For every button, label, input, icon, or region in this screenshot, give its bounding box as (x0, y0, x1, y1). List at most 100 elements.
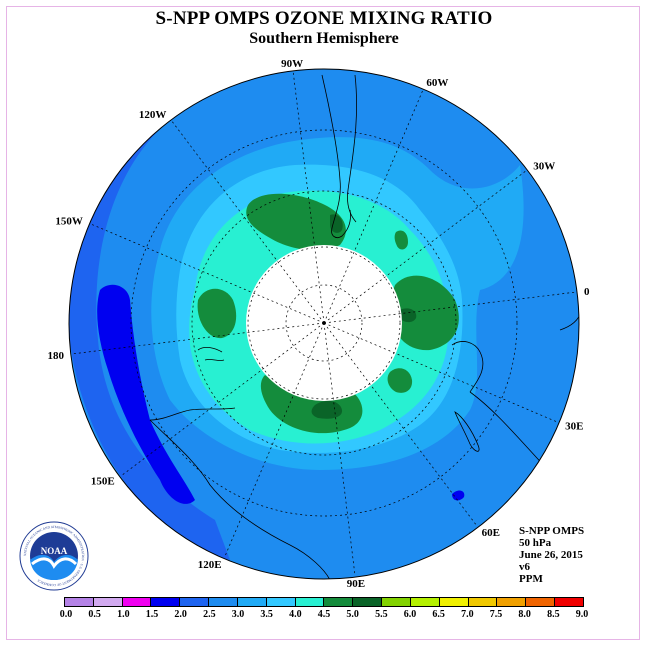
colorbar-tick-label: 9.0 (575, 609, 589, 620)
colorbar-swatch (93, 598, 123, 606)
ozone-contour-4.5b (197, 288, 237, 339)
colorbar-swatch (122, 598, 152, 606)
meridian-line (323, 322, 356, 576)
colorbar-tick-label: 2.5 (203, 609, 216, 620)
coast-south-america-b (347, 74, 357, 223)
meridian-labels: 0 30E 60E 90E 120E 150E 180 150W 120W 90W 60W 30W (47, 58, 590, 590)
colorbar-swatch (266, 598, 296, 606)
coast-australia (149, 407, 331, 579)
meridian-line (71, 322, 325, 355)
meridian-line (120, 322, 325, 477)
colorbar-swatch (65, 598, 94, 606)
lat-circle-4 (130, 129, 518, 517)
meridian-label: 90W (281, 58, 303, 70)
coast-south-america (321, 74, 351, 238)
colorbar-tick-label: 1.5 (145, 609, 159, 620)
colorbar-tick-label: 6.0 (403, 609, 417, 620)
info-block: S-NPP OMPS 50 hPa June 26, 2015 v6 PPM (519, 525, 584, 585)
meridian-line (323, 89, 424, 324)
ozone-contour-5.0a (311, 400, 343, 419)
meridian-label: 150W (55, 216, 83, 228)
colorbar-swatch (382, 598, 411, 606)
colorbar-swatch (439, 598, 469, 606)
info-version: v6 (519, 561, 530, 573)
colorbar-ticks: 0.0 0.5 1.0 1.5 2.0 2.5 3.0 3.5 4.0 4.5 5.0 5.5 6.0 6… (0, 609, 648, 623)
meridian-line (90, 223, 325, 324)
meridian-line (170, 119, 325, 324)
ozone-contour-2.5 (69, 120, 230, 560)
coast-new-zealand (197, 346, 225, 361)
map-border (68, 68, 580, 580)
info-units: PPM (519, 573, 543, 585)
colorbar-tick-label: 7.5 (489, 609, 503, 620)
meridian-label: 90E (347, 578, 365, 590)
logo-text: NOAA (41, 546, 68, 556)
logo-wave-icon (31, 557, 78, 569)
meridian-line (292, 70, 325, 324)
meridian-grid (71, 70, 577, 576)
colorbar-tick-label: 1.0 (117, 609, 130, 620)
colorbar-swatch (410, 598, 440, 606)
ozone-contour-5.0c (330, 214, 343, 233)
map-title: S-NPP OMPS OZONE MIXING RATIO (155, 8, 493, 29)
meridian-line (323, 291, 577, 324)
meridian-label: 30W (533, 160, 555, 172)
colorbar-tick-label: 6.5 (432, 609, 445, 620)
latitude-grid (130, 129, 518, 517)
ozone-contour-4.5f (394, 230, 408, 250)
colorbar-tick-label: 4.0 (289, 609, 302, 620)
colorbar-swatch (237, 598, 267, 606)
colorbar-tick-label: 4.5 (317, 609, 331, 620)
colorbar-tick-label: 0.5 (88, 609, 101, 620)
meridian-line (224, 322, 325, 557)
meridian-label: 60W (426, 77, 448, 89)
meridian-label: 30E (565, 420, 583, 432)
map-subtitle: Southern Hemisphere (249, 30, 399, 47)
noaa-logo: NOAA NATIONAL OCEANIC AND ATMOSPHERIC AD… (19, 521, 89, 591)
colorbar-tick-label: 2.0 (174, 609, 187, 620)
ozone-contour-4.5e (387, 368, 413, 393)
colorbar-swatch (468, 598, 498, 606)
ozone-contour-2.0 (97, 284, 195, 504)
ozone-contour-4.5a (246, 193, 346, 251)
meridian-line (323, 169, 528, 324)
lat-circle-1 (285, 284, 363, 362)
meridian-line (323, 322, 558, 423)
colorbar-swatch (555, 598, 583, 606)
colorbar-swatch (180, 598, 210, 606)
figure-frame (6, 6, 640, 640)
colorbar-tick-label: 5.0 (346, 609, 359, 620)
meridian-label: 180 (47, 350, 64, 362)
colorbar-tick-label: 8.5 (547, 609, 560, 620)
colorbar-swatch (353, 598, 383, 606)
info-date: June 26, 2015 (519, 549, 583, 561)
ozone-contour-2.0b (452, 490, 465, 501)
colorbar-tick-label: 3.0 (231, 609, 245, 620)
meridian-label: 0 (584, 286, 590, 298)
coast-madagascar (454, 411, 480, 452)
meridian-label: 150E (91, 476, 115, 488)
ozone-contour-5.0b (400, 308, 417, 323)
colorbar-swatch (526, 598, 556, 606)
info-instrument: S-NPP OMPS (519, 525, 585, 537)
meridian-label: 120W (139, 109, 167, 121)
meridian-line (323, 322, 478, 527)
info-level: 50 hPa (519, 537, 552, 549)
colorbar-swatch (209, 598, 238, 606)
meridian-label: 120E (198, 559, 222, 571)
colorbar-swatch (151, 598, 181, 606)
colorbar-swatch (497, 598, 527, 606)
lat-circle-3 (191, 190, 457, 456)
colorbar-tick-label: 0.0 (59, 609, 73, 620)
colorbar (64, 597, 584, 607)
ozone-contour-4.5c (392, 275, 459, 351)
lat-circle-2 (247, 246, 401, 400)
colorbar-tick-label: 5.5 (375, 609, 388, 620)
colorbar-swatch (324, 598, 354, 606)
pole-dot (322, 321, 326, 325)
colorbar-tick-label: 3.5 (260, 609, 273, 620)
colorbar-tick-label: 7.0 (461, 609, 474, 620)
meridian-label: 60E (482, 527, 500, 539)
colorbar-swatch (295, 598, 325, 606)
